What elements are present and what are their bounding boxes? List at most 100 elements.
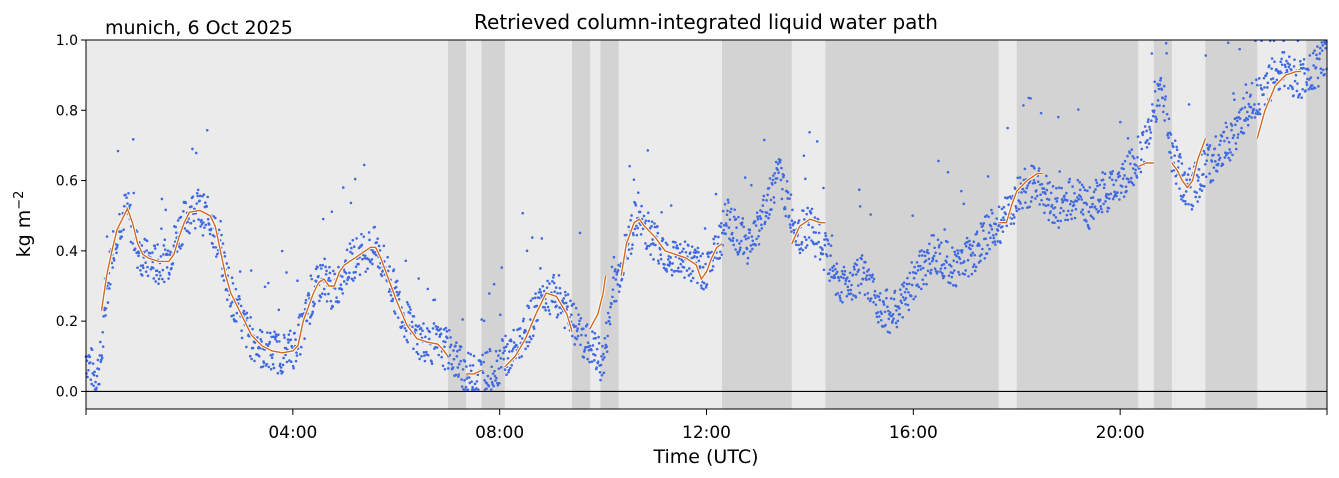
scatter-point (1163, 119, 1167, 122)
scatter-point (525, 340, 528, 344)
scatter-point (166, 249, 170, 252)
scatter-point (980, 253, 983, 256)
scatter-point (256, 336, 259, 339)
scatter-point (240, 336, 244, 340)
scatter-point (865, 278, 868, 282)
scatter-point (1286, 61, 1290, 65)
scatter-point (627, 225, 630, 229)
scatter-point (671, 262, 674, 265)
scatter-point (1260, 88, 1264, 91)
scatter-point (1117, 171, 1121, 174)
scatter-point (928, 242, 931, 246)
scatter-point (280, 249, 284, 253)
scatter-point (599, 363, 603, 367)
scatter-point (712, 242, 716, 245)
scatter-point (1133, 171, 1137, 175)
y-tick-label: 0.4 (56, 244, 78, 260)
scatter-point (1187, 202, 1190, 206)
scatter-point (699, 284, 703, 287)
scatter-point (697, 251, 700, 254)
scatter-point (1293, 79, 1297, 83)
scatter-point (1162, 84, 1166, 88)
scatter-point (120, 235, 124, 238)
scatter-point (1145, 145, 1149, 149)
scatter-point (552, 273, 556, 277)
scatter-point (289, 360, 293, 363)
scatter-point (592, 352, 595, 356)
scatter-point (616, 269, 620, 272)
scatter-point (1136, 155, 1139, 159)
scatter-point (164, 208, 168, 212)
scatter-point (786, 197, 789, 200)
scatter-point (1243, 106, 1247, 109)
scatter-point (389, 293, 393, 297)
x-tick-label: 20:00 (1096, 423, 1145, 443)
scatter-point (584, 334, 588, 337)
scatter-point (1143, 125, 1147, 128)
scatter-point (949, 281, 952, 285)
scatter-point (471, 385, 474, 389)
scatter-point (140, 244, 144, 247)
scatter-point (116, 243, 119, 247)
scatter-point (92, 384, 95, 388)
scatter-point (1263, 86, 1266, 89)
scatter-point (632, 233, 635, 237)
scatter-point (1290, 85, 1294, 89)
scatter-point (1039, 193, 1042, 196)
scatter-point (1052, 213, 1056, 217)
scatter-point (973, 269, 977, 273)
scatter-point (1002, 205, 1006, 209)
scatter-point (800, 243, 803, 246)
scatter-point (593, 359, 596, 362)
scatter-point (576, 327, 579, 330)
scatter-point (1318, 52, 1322, 55)
scatter-point (572, 323, 575, 327)
scatter-point (425, 327, 429, 330)
scatter-point (631, 243, 634, 246)
scatter-point (485, 382, 489, 385)
scatter-point (678, 243, 682, 246)
scatter-point (341, 292, 345, 295)
scatter-point (294, 338, 297, 341)
scatter-point (1057, 186, 1061, 189)
scatter-point (1231, 136, 1235, 140)
scatter-point (1227, 156, 1230, 160)
scatter-point (996, 240, 999, 243)
scatter-point (94, 380, 97, 384)
scatter-point (922, 250, 926, 254)
scatter-point (328, 265, 331, 269)
scatter-point (1107, 193, 1110, 196)
scatter-point (720, 253, 724, 256)
scatter-point (1104, 200, 1107, 203)
scatter-point (159, 274, 162, 277)
scatter-point (1292, 94, 1295, 97)
scatter-point (744, 234, 747, 237)
scatter-point (992, 236, 996, 240)
scatter-point (767, 216, 770, 220)
scatter-point (602, 352, 605, 356)
scatter-point (1102, 202, 1105, 206)
scatter-point (812, 231, 816, 234)
scatter-point (794, 243, 798, 247)
smoothed-line (1138, 162, 1154, 168)
scatter-point (329, 279, 332, 283)
scatter-point (578, 319, 581, 323)
scatter-point (145, 239, 149, 243)
scatter-point (882, 301, 885, 304)
smoothed-line (620, 218, 723, 281)
scatter-point (755, 237, 758, 241)
scatter-point (785, 179, 789, 183)
scatter-point (308, 322, 312, 325)
scatter-point (161, 277, 164, 281)
scatter-point (659, 257, 663, 261)
scatter-point (1301, 63, 1305, 66)
scatter-point (238, 297, 241, 301)
scatter-point (732, 215, 736, 219)
scatter-point (1292, 65, 1296, 68)
scatter-point (418, 357, 421, 361)
scatter-point (709, 269, 712, 273)
scatter-point (656, 225, 659, 228)
scatter-point (940, 241, 943, 245)
scatter-point (1012, 222, 1016, 225)
scatter-point (285, 271, 288, 274)
